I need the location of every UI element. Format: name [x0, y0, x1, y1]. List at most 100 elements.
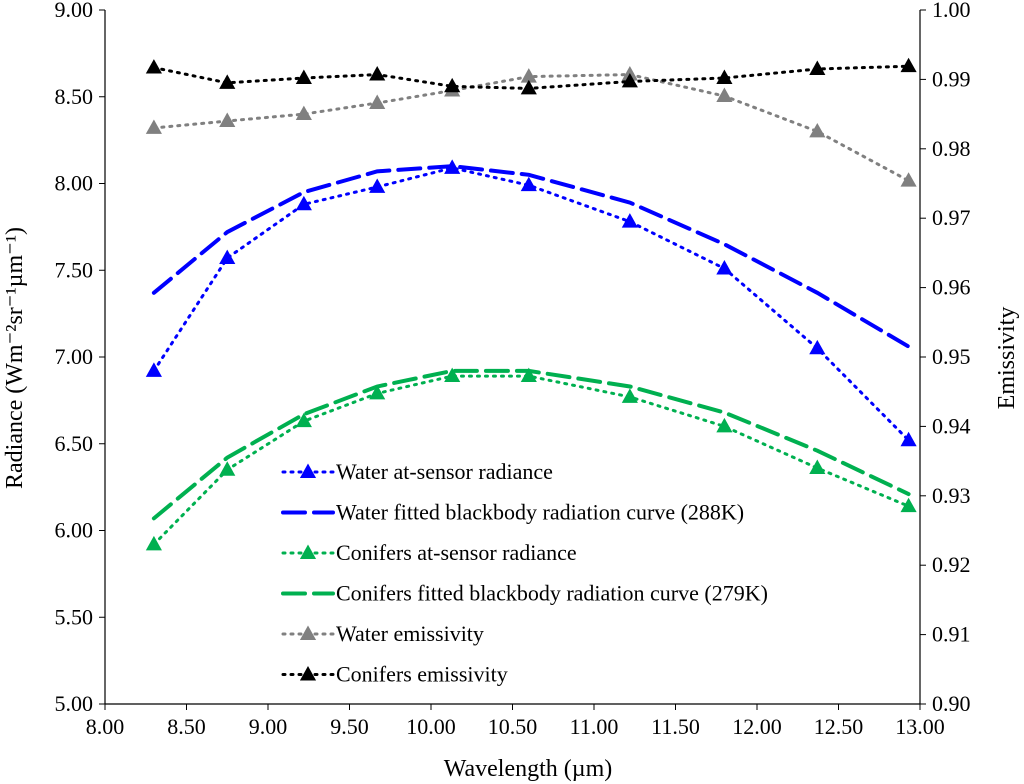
data-point-marker	[900, 57, 917, 73]
data-point-marker	[520, 176, 537, 192]
y-left-tick-label: 6.50	[55, 431, 94, 456]
y-left-tick-label: 6.00	[55, 518, 94, 543]
data-point-marker	[369, 178, 386, 193]
y-right-tick-label: 0.91	[932, 622, 971, 647]
data-point-marker	[219, 112, 236, 127]
x-tick-label: 12.00	[732, 714, 782, 739]
data-point-marker	[295, 195, 312, 211]
data-point-marker	[520, 367, 537, 383]
x-tick-label: 11.00	[570, 714, 619, 739]
y-left-tick-label: 5.50	[55, 604, 94, 629]
y-right-tick-label: 0.98	[932, 136, 971, 161]
legend-label: Water at-sensor radiance	[336, 459, 553, 484]
series-water-at-sensor-radiance	[145, 159, 917, 447]
data-point-marker	[520, 79, 537, 95]
y-right-tick-label: 0.94	[932, 413, 971, 438]
series-line	[152, 166, 911, 442]
legend-item: Conifers fitted blackbody radiation curv…	[281, 581, 768, 606]
data-point-marker	[716, 87, 733, 103]
data-point-marker	[219, 461, 236, 476]
data-point-marker	[219, 249, 236, 265]
y-left-tick-label: 9.00	[55, 0, 94, 22]
y-left-tick-label: 8.50	[55, 84, 94, 109]
series-conifers-at-sensor-radiance	[145, 367, 917, 551]
x-axis-title: Wavelength (µm)	[444, 756, 613, 782]
data-point-marker	[809, 459, 826, 474]
data-point-marker	[621, 388, 638, 403]
legend-label: Conifers fitted blackbody radiation curv…	[336, 581, 768, 606]
legend: Water at-sensor radiance Water fitted bla…	[281, 459, 768, 687]
legend-marker	[299, 463, 317, 478]
x-tick-label: 8.50	[167, 714, 206, 739]
data-point-marker	[520, 68, 537, 83]
data-point-marker	[444, 77, 461, 93]
data-point-marker	[295, 105, 312, 121]
data-point-marker	[716, 417, 733, 433]
series-layer	[145, 57, 917, 551]
legend-item: Water fitted blackbody radiation curve (…	[281, 500, 744, 525]
data-point-marker	[145, 535, 162, 551]
y-left-tick-label: 8.00	[55, 171, 94, 196]
axes: 8.00 8.50 9.00 9.50 10.00 10.50 11.00 11.50 12.0…	[55, 0, 971, 739]
legend-marker	[299, 666, 317, 681]
series-line	[151, 164, 911, 349]
data-point-marker	[295, 412, 312, 428]
series-water-emissivity	[145, 66, 917, 187]
legend-label: Water fitted blackbody radiation curve (…	[336, 500, 744, 525]
series-water-fitted-blackbody-radiation-curve-288k	[151, 164, 911, 349]
data-point-marker	[900, 497, 917, 513]
x-tick-label: 9.50	[330, 714, 369, 739]
data-point-marker	[716, 69, 733, 84]
data-point-marker	[809, 60, 826, 75]
data-point-marker	[369, 384, 386, 400]
data-point-marker	[219, 74, 236, 89]
x-tick-label: 8.00	[86, 714, 125, 739]
y-right-tick-label: 0.99	[932, 66, 971, 91]
x-tick-label: 13.00	[895, 714, 945, 739]
data-point-marker	[369, 94, 386, 109]
y-right-tick-label: 0.96	[932, 275, 971, 300]
y-right-tick-label: 0.95	[932, 344, 971, 369]
y-right-tick-label: 1.00	[932, 0, 971, 22]
series-conifers-fitted-blackbody-radiation-curve-279k	[151, 368, 911, 521]
data-point-marker	[145, 59, 162, 74]
series-line	[151, 368, 911, 521]
legend-label: Conifers emissivity	[336, 662, 508, 687]
y-axis-right-title: Emissivity	[994, 307, 1020, 410]
y-axis-left-title: Radiance (Wm⁻²sr⁻¹µm⁻¹)	[2, 227, 28, 489]
data-point-marker	[444, 367, 461, 383]
x-tick-label: 9.00	[249, 714, 288, 739]
x-tick-label: 12.50	[814, 714, 864, 739]
series-conifers-emissivity	[145, 57, 917, 95]
data-point-marker	[295, 69, 312, 84]
series-line	[152, 64, 911, 90]
y-right-tick-label: 0.92	[932, 552, 971, 577]
legend-marker	[299, 544, 317, 559]
data-point-marker	[900, 431, 917, 447]
data-point-marker	[716, 260, 733, 275]
x-tick-label: 10.00	[406, 714, 456, 739]
data-point-marker	[809, 122, 826, 138]
data-point-marker	[621, 213, 638, 228]
legend-item: Conifers at-sensor radiance	[281, 540, 577, 565]
legend-item: Conifers emissivity	[281, 662, 508, 687]
x-tick-label: 11.50	[651, 714, 700, 739]
data-point-marker	[809, 339, 826, 355]
series-line	[152, 73, 911, 183]
y-right-tick-label: 0.90	[932, 691, 971, 716]
y-left-tick-label: 7.50	[55, 257, 94, 282]
y-right-tick-label: 0.93	[932, 483, 971, 508]
y-left-tick-label: 7.00	[55, 344, 94, 369]
legend-label: Conifers at-sensor radiance	[336, 540, 577, 565]
series-line	[152, 374, 911, 546]
legend-marker	[299, 625, 317, 640]
legend-label: Water emissivity	[336, 621, 484, 646]
y-left-tick-label: 5.00	[55, 691, 94, 716]
data-point-marker	[621, 72, 638, 88]
data-point-marker	[145, 362, 162, 377]
legend-item: Water emissivity	[281, 621, 484, 646]
x-tick-label: 10.50	[488, 714, 538, 739]
legend-item: Water at-sensor radiance	[281, 459, 553, 484]
data-point-marker	[369, 66, 386, 81]
